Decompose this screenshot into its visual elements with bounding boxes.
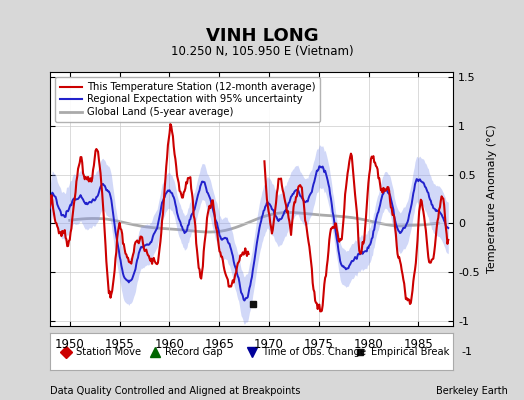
Text: Record Gap: Record Gap	[165, 346, 222, 357]
Text: 1965: 1965	[204, 338, 234, 351]
Text: 1950: 1950	[55, 338, 84, 351]
Text: 1980: 1980	[354, 338, 384, 351]
Y-axis label: Temperature Anomaly (°C): Temperature Anomaly (°C)	[487, 125, 497, 273]
Text: Berkeley Earth: Berkeley Earth	[436, 386, 508, 396]
Text: Data Quality Controlled and Aligned at Breakpoints: Data Quality Controlled and Aligned at B…	[50, 386, 300, 396]
Text: 1975: 1975	[304, 338, 334, 351]
Text: 1955: 1955	[105, 338, 134, 351]
Text: 1960: 1960	[155, 338, 184, 351]
Text: -1: -1	[461, 346, 472, 357]
Text: Time of Obs. Change: Time of Obs. Change	[261, 346, 366, 357]
Text: 1970: 1970	[254, 338, 284, 351]
Legend: This Temperature Station (12-month average), Regional Expectation with 95% uncer: This Temperature Station (12-month avera…	[55, 77, 320, 122]
Text: VINH LONG: VINH LONG	[206, 27, 318, 45]
Text: 1985: 1985	[403, 338, 433, 351]
Text: 10.250 N, 105.950 E (Vietnam): 10.250 N, 105.950 E (Vietnam)	[171, 45, 353, 58]
Text: Station Move: Station Move	[76, 346, 141, 357]
Text: Empirical Break: Empirical Break	[370, 346, 449, 357]
